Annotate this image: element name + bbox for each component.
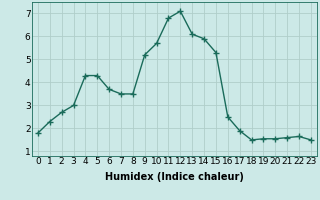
- X-axis label: Humidex (Indice chaleur): Humidex (Indice chaleur): [105, 172, 244, 182]
